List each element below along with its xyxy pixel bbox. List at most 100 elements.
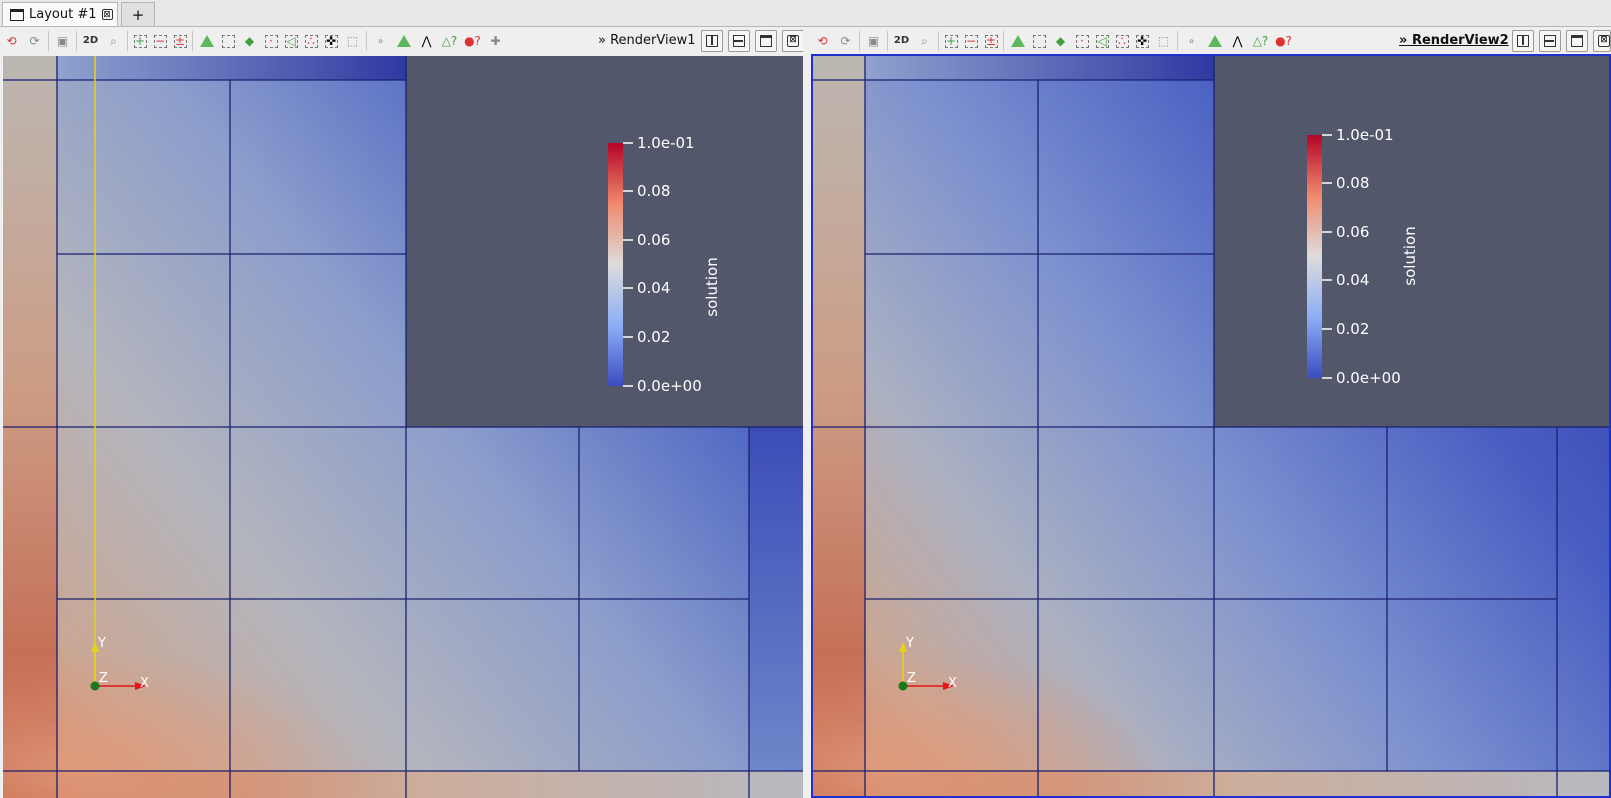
layout-tab[interactable]: Layout #1 ⊠ bbox=[2, 2, 118, 26]
select-block-icon[interactable]: · bbox=[264, 34, 278, 48]
select-points-polygon-icon[interactable]: ◆ bbox=[1055, 34, 1066, 48]
capture-screenshot-icon[interactable]: ▣ bbox=[867, 34, 880, 48]
interactive-select-cells-icon[interactable]: ◁ bbox=[284, 34, 298, 48]
colorbar-label-max: 1.0e-01 bbox=[1336, 126, 1394, 144]
maximize-view-button[interactable] bbox=[755, 30, 777, 52]
select-points-polygon-icon[interactable]: ◆ bbox=[244, 34, 255, 48]
layout-tab-label: Layout #1 bbox=[29, 7, 97, 22]
select-points-frustum-icon[interactable] bbox=[199, 33, 215, 49]
view-splitter[interactable] bbox=[803, 27, 811, 798]
render-view-2-toolbar: ⟲ ⟳ ▣ 2D ⌕ + − ± ◆ · ◁ ∴ ✜ ⬚ ∘ ⋀ △? ●? »… bbox=[811, 27, 1611, 55]
colorbar-label: 0.08 bbox=[637, 182, 670, 200]
orientation-axes: Y X Z bbox=[90, 56, 149, 691]
shrink-selection-icon[interactable] bbox=[1207, 33, 1223, 49]
close-view-icon: ⊠ bbox=[787, 35, 799, 47]
split-vertical-button[interactable] bbox=[728, 30, 750, 52]
toolbar-separator bbox=[1177, 31, 1178, 51]
add-plot-icon[interactable]: ✚ bbox=[490, 34, 501, 48]
select-cells-on-icon[interactable]: + bbox=[133, 34, 147, 48]
colorbar-gradient bbox=[1307, 135, 1322, 378]
grow-selection-icon[interactable]: ∘ bbox=[1187, 34, 1196, 48]
grow-selection-icon[interactable]: ∘ bbox=[376, 34, 385, 48]
mesh-edges bbox=[3, 56, 803, 798]
colorbar-title: solution bbox=[1401, 226, 1419, 285]
clear-selection-icon[interactable]: ⋀ bbox=[1232, 34, 1243, 48]
colorbar-label: 0.08 bbox=[1336, 174, 1369, 192]
hover-cells-icon[interactable]: ⬚ bbox=[346, 34, 359, 48]
maximize-icon bbox=[760, 35, 772, 47]
select-cells-on-icon[interactable]: + bbox=[944, 34, 958, 48]
zoom-to-box-icon[interactable]: ⌕ bbox=[110, 34, 117, 48]
query-point-icon[interactable]: ●? bbox=[1275, 34, 1292, 48]
select-cells-frustum-icon[interactable]: ± bbox=[984, 34, 998, 48]
more-tools-icon[interactable]: » bbox=[598, 33, 606, 48]
interactive-select-points-icon[interactable]: ∴ bbox=[304, 34, 318, 48]
colorbar-label-min: 0.0e+00 bbox=[1336, 369, 1401, 387]
axis-y-label: Y bbox=[905, 636, 914, 651]
toolbar-separator bbox=[76, 31, 77, 51]
render-view-2-label: RenderView2 bbox=[1411, 33, 1509, 48]
colorbar-label: 0.02 bbox=[637, 328, 670, 346]
query-point-icon[interactable]: ●? bbox=[464, 34, 481, 48]
colorbar-label-max: 1.0e-01 bbox=[637, 134, 695, 152]
select-cells-frustum-icon[interactable]: ± bbox=[173, 34, 187, 48]
background-cutout bbox=[406, 56, 803, 427]
select-points-frustum-icon[interactable] bbox=[1010, 33, 1026, 49]
colorbar-ticks bbox=[623, 142, 633, 387]
select-block-icon[interactable]: · bbox=[1075, 34, 1089, 48]
hot-corner-glow bbox=[811, 456, 1611, 798]
split-vertical-icon bbox=[733, 35, 745, 47]
toolbar-separator bbox=[192, 31, 193, 51]
mesh-edges bbox=[811, 56, 1611, 798]
render-view-1[interactable]: 1.0e-01 0.08 0.06 0.04 0.02 0.0e+00 solu… bbox=[3, 56, 803, 798]
hover-cells-icon[interactable]: ⬚ bbox=[1157, 34, 1170, 48]
close-view-button[interactable]: ⊠ bbox=[1593, 30, 1611, 52]
hover-points-icon[interactable]: ✜ bbox=[1135, 34, 1149, 48]
interactive-select-cells-icon[interactable]: ◁ bbox=[1095, 34, 1109, 48]
maximize-view-button[interactable] bbox=[1566, 30, 1588, 52]
clear-selection-icon[interactable]: ⋀ bbox=[421, 34, 432, 48]
maximize-icon bbox=[1571, 35, 1583, 47]
interactive-select-points-icon[interactable]: ∴ bbox=[1115, 34, 1129, 48]
layout-window-icon bbox=[10, 8, 24, 21]
render-view-2[interactable]: 1.0e-01 0.08 0.06 0.04 0.02 0.0e+00 solu… bbox=[811, 56, 1611, 798]
hover-points-icon[interactable]: ✜ bbox=[324, 34, 338, 48]
zoom-to-box-icon[interactable]: ⌕ bbox=[921, 34, 928, 48]
find-data-icon[interactable]: △? bbox=[441, 34, 458, 48]
reset-camera-icon[interactable]: ⟲ bbox=[817, 34, 828, 48]
add-layout-tab-button[interactable]: + bbox=[121, 2, 155, 26]
toolbar-separator bbox=[887, 31, 888, 51]
close-view-icon: ⊠ bbox=[1598, 35, 1610, 47]
capture-screenshot-icon[interactable]: ▣ bbox=[56, 34, 69, 48]
select-points-on-icon[interactable]: − bbox=[964, 34, 978, 48]
axis-x-label: X bbox=[948, 676, 957, 691]
zoom-closest-icon[interactable]: ⟳ bbox=[840, 34, 851, 48]
toolbar-separator bbox=[938, 31, 939, 51]
toolbar-separator bbox=[366, 31, 367, 51]
find-data-icon[interactable]: △? bbox=[1252, 34, 1269, 48]
axis-y-label: Y bbox=[97, 636, 106, 651]
select-points-on-icon[interactable]: − bbox=[153, 34, 167, 48]
zoom-closest-icon[interactable]: ⟳ bbox=[29, 34, 40, 48]
toolbar-separator bbox=[48, 31, 49, 51]
background-cutout bbox=[1214, 56, 1611, 427]
split-vertical-icon bbox=[1544, 35, 1556, 47]
split-horizontal-button[interactable] bbox=[1512, 30, 1534, 52]
select-cells-polygon-icon[interactable] bbox=[1032, 34, 1046, 48]
axis-z-label: Z bbox=[907, 671, 916, 686]
axis-x-label: X bbox=[140, 676, 149, 691]
close-view-button[interactable]: ⊠ bbox=[782, 30, 804, 52]
colorbar-ticks bbox=[1322, 134, 1332, 379]
toggle-2d-button[interactable]: 2D bbox=[893, 35, 910, 46]
top-strip bbox=[57, 56, 407, 80]
shrink-selection-icon[interactable] bbox=[396, 33, 412, 49]
split-horizontal-button[interactable] bbox=[701, 30, 723, 52]
select-cells-polygon-icon[interactable] bbox=[221, 34, 235, 48]
reset-camera-icon[interactable]: ⟲ bbox=[6, 34, 17, 48]
close-layout-tab-icon[interactable]: ⊠ bbox=[101, 9, 113, 20]
colorbar-label: 0.04 bbox=[637, 279, 670, 297]
split-vertical-button[interactable] bbox=[1539, 30, 1561, 52]
toolbar-separator bbox=[127, 31, 128, 51]
more-tools-icon[interactable]: » bbox=[1399, 33, 1408, 48]
toggle-2d-button[interactable]: 2D bbox=[82, 35, 99, 46]
